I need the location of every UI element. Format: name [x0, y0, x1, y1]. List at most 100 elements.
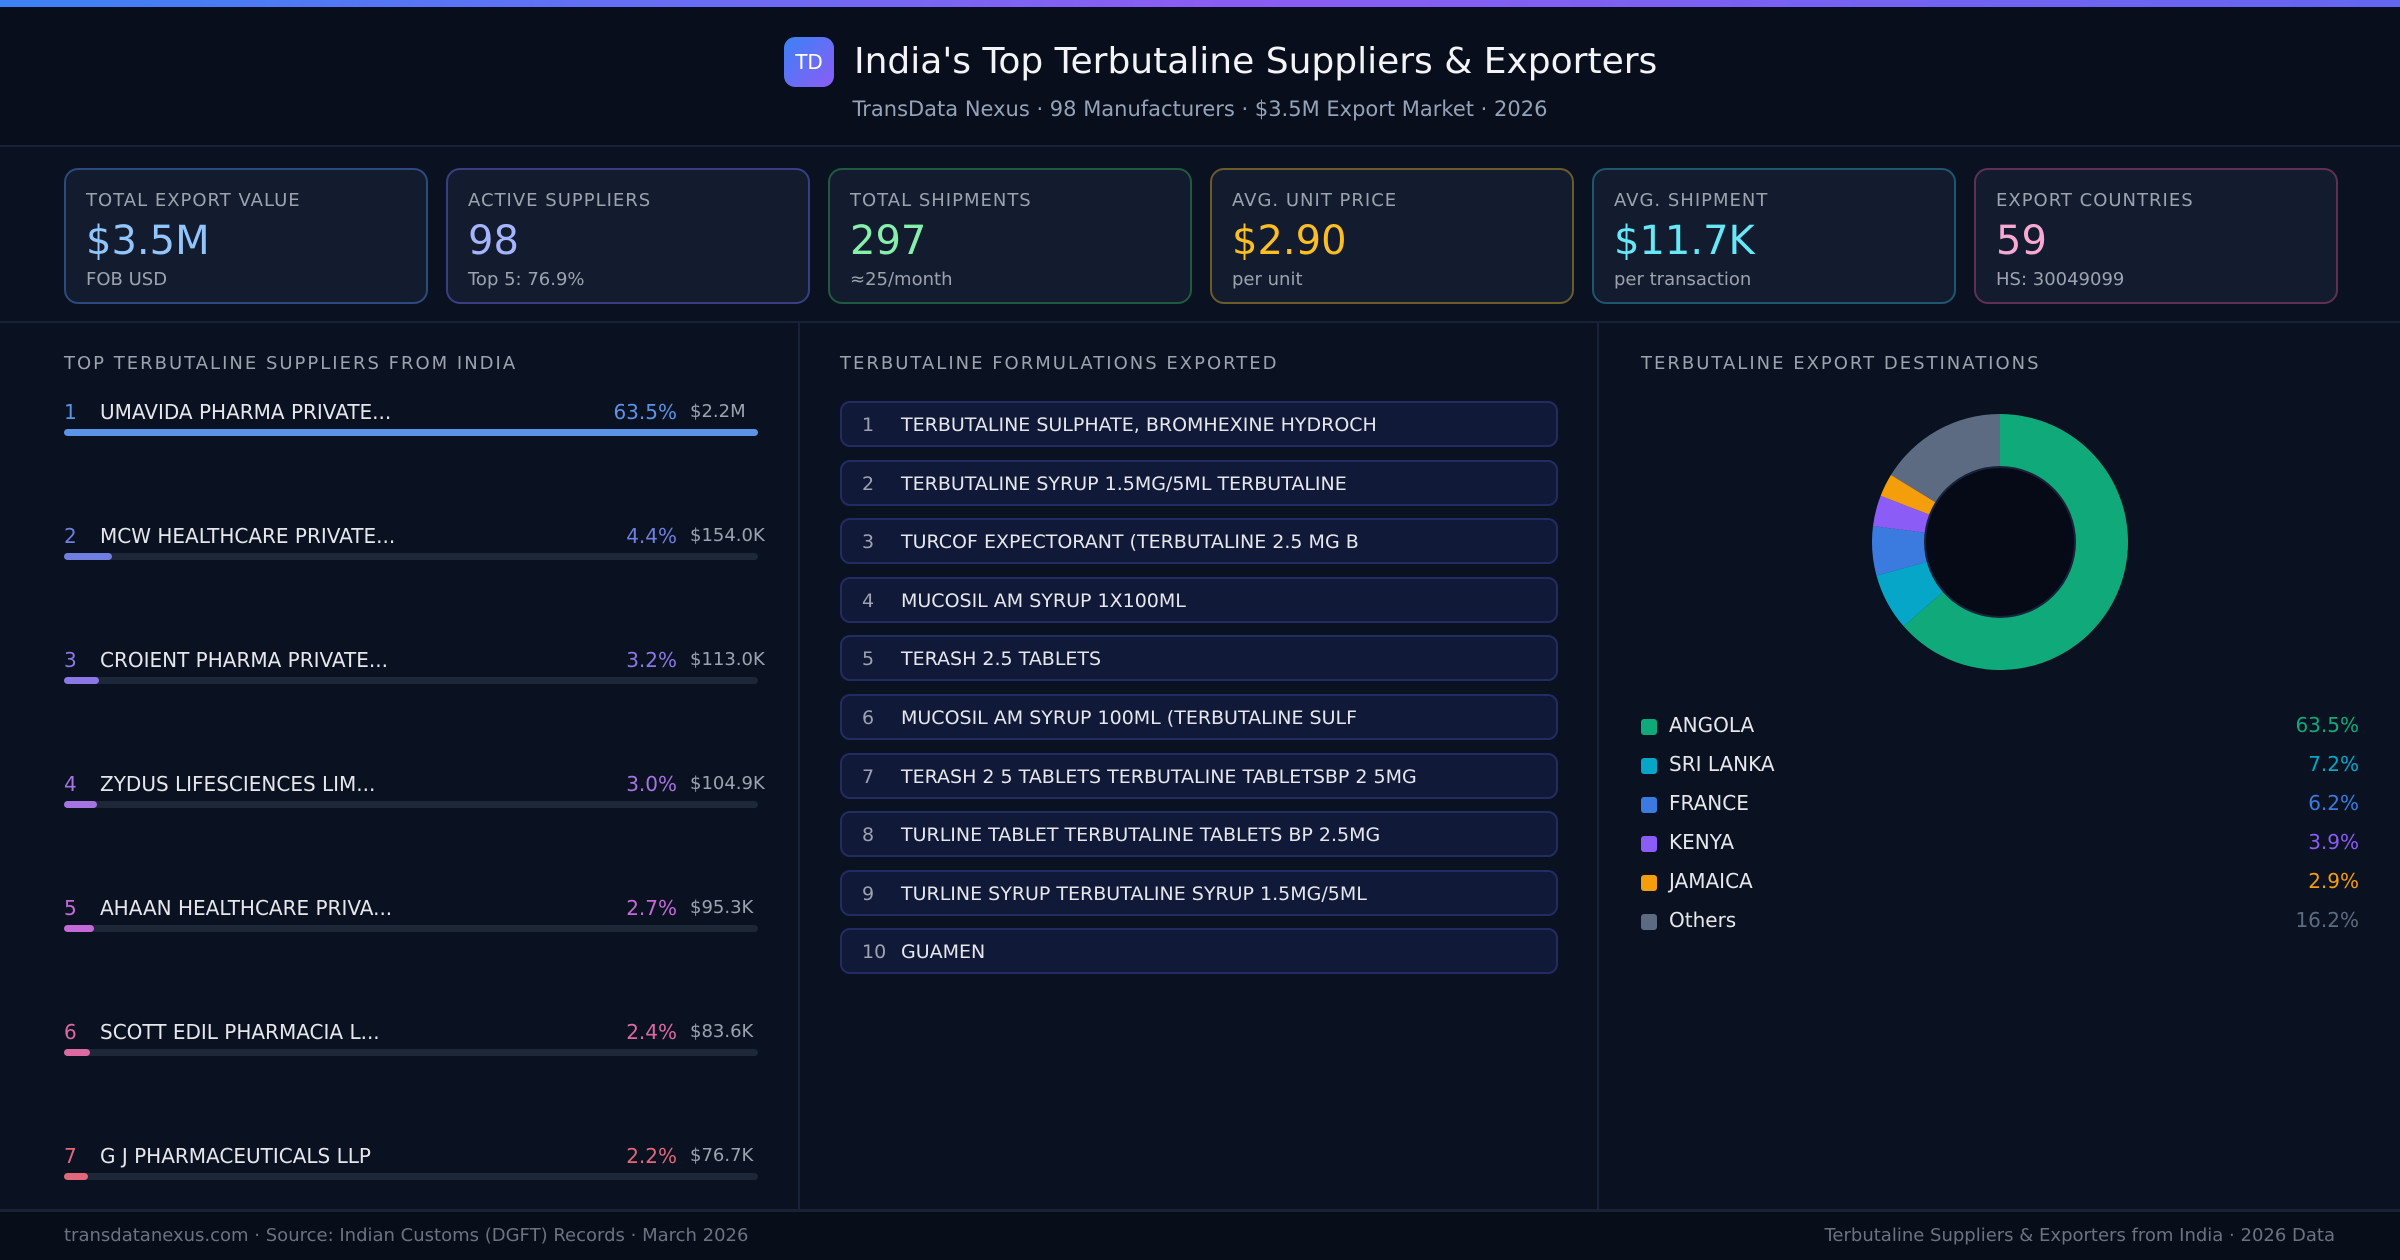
kpi-value: 59 [1996, 218, 2047, 264]
supplier-share: 4.4% [626, 524, 677, 548]
suppliers-panel: TOP TERBUTALINE SUPPLIERS FROM INDIA [0, 323, 800, 1209]
legend-value: 7.2% [2308, 752, 2359, 776]
kpi-value: $2.90 [1232, 218, 1347, 264]
formulation-rank: 7 [862, 765, 875, 788]
supplier-row[interactable]: 1 UMAVIDA PHARMA PRIVATE... 63.5% $2.2M [64, 400, 758, 460]
legend-item: Others 16.2% [1641, 906, 2359, 936]
kpi-card: TOTAL EXPORT VALUE $3.5M FOB USD [64, 168, 428, 304]
supplier-value: $154.0K [690, 525, 765, 546]
kpi-sub: FOB USD [86, 269, 168, 290]
supplier-rank: 4 [64, 772, 77, 796]
formulation-item[interactable]: 9 TURLINE SYRUP TERBUTALINE SYRUP 1.5MG/… [840, 869, 1558, 916]
supplier-name: ZYDUS LIFESCIENCES LIM... [100, 772, 376, 796]
supplier-share: 3.0% [626, 772, 677, 796]
kpi-value: $3.5M [86, 218, 210, 264]
formulation-rank: 3 [862, 531, 875, 554]
kpi-value: $11.7K [1614, 218, 1755, 264]
share-bar-fill [64, 677, 99, 684]
legend-swatch [1641, 914, 1657, 930]
supplier-rank: 3 [64, 648, 77, 672]
legend-swatch [1641, 719, 1657, 735]
formulation-item[interactable]: 4 MUCOSIL AM SYRUP 1X100ML [840, 576, 1558, 623]
kpi-label: AVG. SHIPMENT [1614, 190, 1769, 211]
formulation-name: TERBUTALINE SYRUP 1.5MG/5ML TERBUTALINE [901, 472, 1347, 495]
supplier-name: AHAAN HEALTHCARE PRIVA... [100, 896, 393, 920]
footer-source: transdatanexus.com · Source: Indian Cust… [64, 1225, 749, 1246]
legend-item: KENYA 3.9% [1641, 828, 2359, 858]
kpi-sub: per transaction [1614, 269, 1752, 290]
legend-label: KENYA [1669, 830, 1735, 854]
supplier-row[interactable]: 4 ZYDUS LIFESCIENCES LIM... 3.0% $104.9K [64, 772, 765, 832]
formulation-item[interactable]: 1 TERBUTALINE SULPHATE, BROMHEXINE HYDRO… [840, 401, 1558, 447]
section-title: TOP TERBUTALINE SUPPLIERS FROM INDIA [64, 353, 518, 374]
supplier-share: 2.7% [626, 896, 677, 920]
supplier-share: 63.5% [613, 400, 677, 424]
supplier-row[interactable]: 5 AHAAN HEALTHCARE PRIVA... 2.7% $95.3K [64, 896, 758, 956]
share-bar-fill [64, 925, 94, 932]
supplier-value: $113.0K [690, 649, 765, 670]
legend-value: 2.9% [2308, 869, 2359, 893]
formulation-item[interactable]: 7 TERASH 2 5 TABLETS TERBUTALINE TABLETS… [840, 752, 1558, 799]
supplier-row[interactable]: 2 MCW HEALTHCARE PRIVATE... 4.4% $154.0K [64, 524, 765, 584]
formulation-item[interactable]: 6 MUCOSIL AM SYRUP 100ML (TERBUTALINE SU… [840, 694, 1558, 740]
section-title: TERBUTALINE FORMULATIONS EXPORTED [840, 353, 1279, 374]
formulations-panel: TERBUTALINE FORMULATIONS EXPORTED [800, 323, 1599, 1209]
destinations-donut-chart [1872, 414, 2128, 670]
formulation-rank: 10 [862, 941, 887, 964]
share-bar-track [64, 801, 758, 808]
share-bar-fill [64, 429, 758, 436]
accent-bar [0, 0, 2400, 7]
supplier-value: $83.6K [690, 1021, 754, 1042]
formulation-name: TURLINE TABLET TERBUTALINE TABLETS BP 2.… [901, 824, 1381, 847]
kpi-label: AVG. UNIT PRICE [1232, 190, 1398, 211]
header: TD India's Top Terbutaline Suppliers & E… [0, 7, 2400, 147]
formulation-item[interactable]: 3 TURCOF EXPECTORANT (TERBUTALINE 2.5 MG… [840, 518, 1558, 565]
supplier-name: CROIENT PHARMA PRIVATE... [100, 648, 388, 672]
legend-item: SRI LANKA 7.2% [1641, 750, 2359, 780]
kpi-label: TOTAL SHIPMENTS [850, 190, 1032, 211]
formulation-item[interactable]: 8 TURLINE TABLET TERBUTALINE TABLETS BP … [840, 811, 1558, 858]
share-bar-track [64, 925, 758, 932]
supplier-row[interactable]: 7 G J PHARMACEUTICALS LLP 2.2% $76.7K [64, 1144, 758, 1204]
supplier-rank: 1 [64, 400, 77, 424]
kpi-card: TOTAL SHIPMENTS 297 ≈25/month [828, 168, 1192, 304]
donut-slice-sri-lanka [1876, 561, 1944, 627]
supplier-rank: 7 [64, 1144, 77, 1168]
kpi-label: EXPORT COUNTRIES [1996, 190, 2194, 211]
formulation-name: TURCOF EXPECTORANT (TERBUTALINE 2.5 MG B [901, 531, 1359, 554]
share-bar-track [64, 1173, 758, 1180]
legend-swatch [1641, 836, 1657, 852]
donut-slice-others [1891, 414, 2000, 503]
supplier-name: MCW HEALTHCARE PRIVATE... [100, 524, 396, 548]
donut-slice-jamaica [1880, 474, 1937, 515]
legend-swatch [1641, 758, 1657, 774]
formulation-item[interactable]: 2 TERBUTALINE SYRUP 1.5MG/5ML TERBUTALIN… [840, 459, 1558, 506]
supplier-row[interactable]: 6 SCOTT EDIL PHARMACIA L... 2.4% $83.6K [64, 1020, 758, 1080]
kpi-card: EXPORT COUNTRIES 59 HS: 30049099 [1974, 168, 2338, 304]
legend-swatch [1641, 875, 1657, 891]
formulation-rank: 2 [862, 472, 875, 495]
share-bar-track [64, 677, 758, 684]
legend-label: Others [1669, 908, 1737, 932]
footer: transdatanexus.com · Source: Indian Cust… [0, 1209, 2400, 1260]
donut-slice-france [1872, 526, 1928, 576]
page-subtitle: TransData Nexus · 98 Manufacturers · $3.… [852, 97, 1548, 121]
formulation-item[interactable]: 10 GUAMEN [840, 928, 1558, 975]
supplier-share: 3.2% [626, 648, 677, 672]
kpi-card: AVG. UNIT PRICE $2.90 per unit [1210, 168, 1574, 304]
formulation-rank: 1 [862, 414, 875, 436]
formulation-name: TERASH 2.5 TABLETS [901, 648, 1102, 671]
supplier-row[interactable]: 3 CROIENT PHARMA PRIVATE... 3.2% $113.0K [64, 648, 765, 708]
formulation-item[interactable]: 5 TERASH 2.5 TABLETS [840, 635, 1558, 682]
supplier-rank: 5 [64, 896, 77, 920]
section-title: TERBUTALINE EXPORT DESTINATIONS [1641, 353, 2041, 374]
formulation-name: GUAMEN [901, 941, 986, 964]
share-bar-track [64, 1049, 758, 1056]
logo: TD [784, 37, 834, 87]
share-bar-fill [64, 553, 113, 560]
legend-value: 63.5% [2295, 713, 2359, 737]
share-bar-fill [64, 801, 97, 808]
legend-item: FRANCE 6.2% [1641, 789, 2359, 819]
legend-item: JAMAICA 2.9% [1641, 867, 2359, 897]
share-bar-track [64, 429, 758, 436]
